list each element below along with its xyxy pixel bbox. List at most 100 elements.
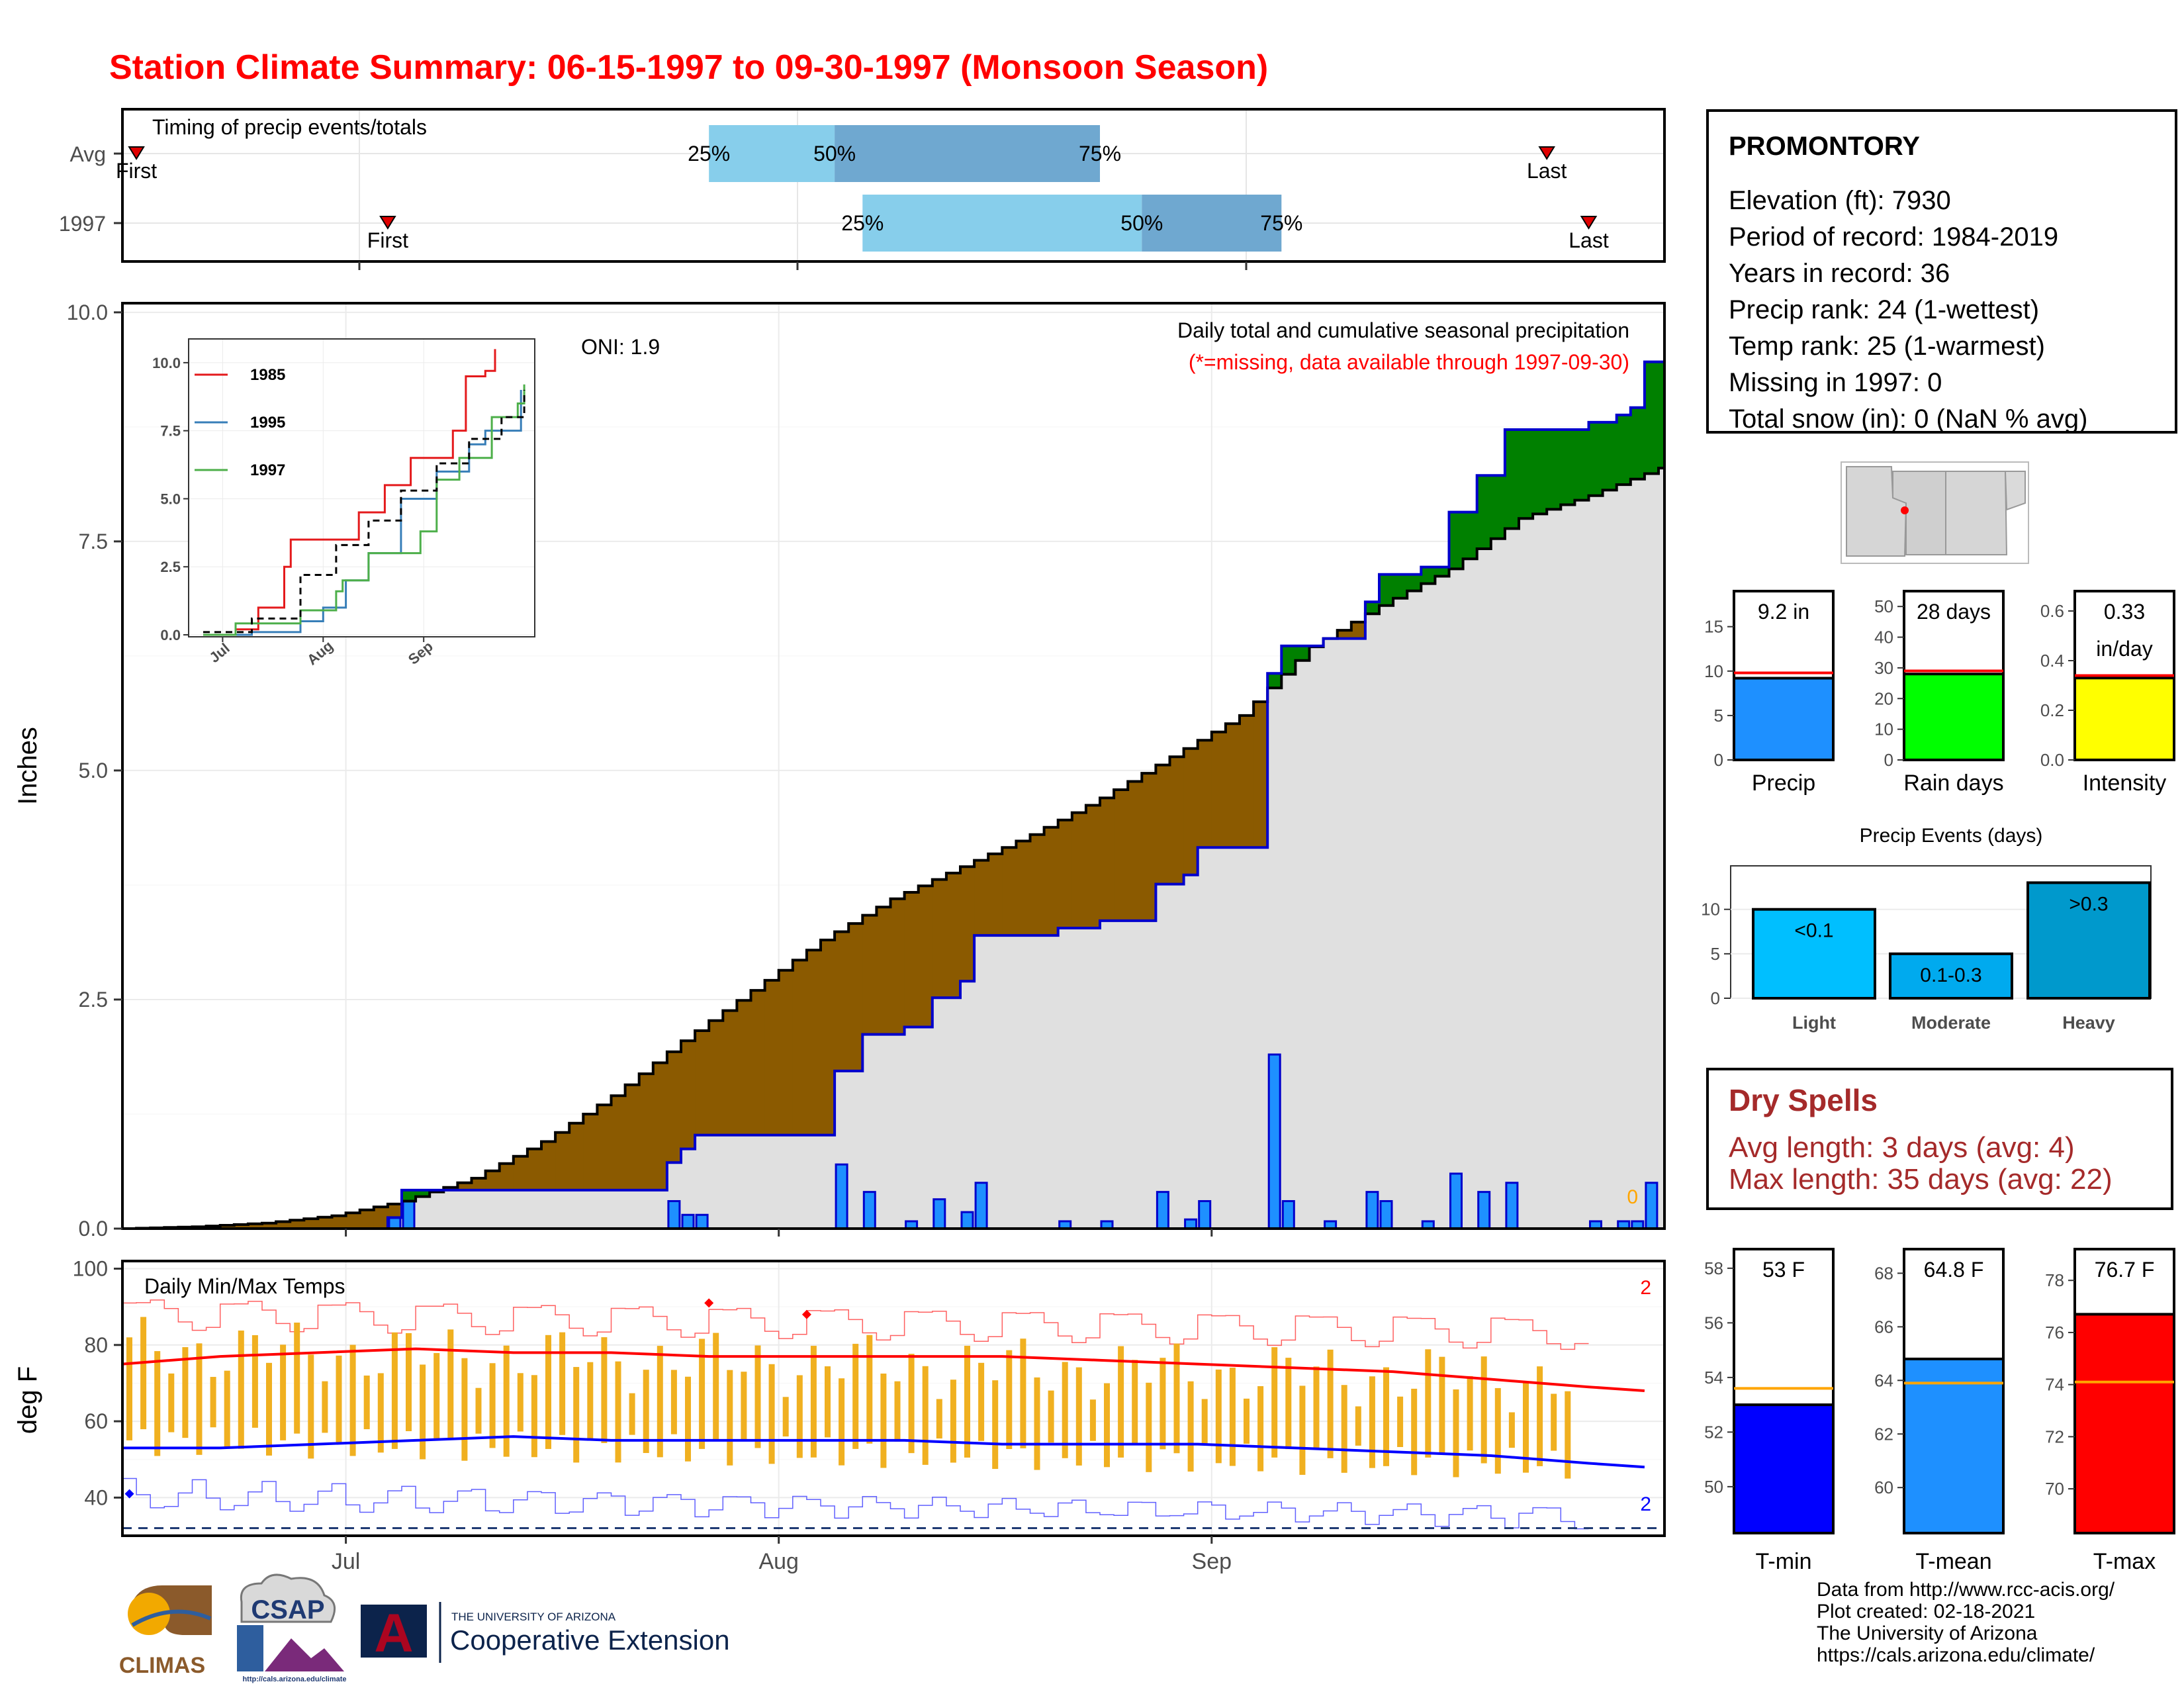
timing-pct-50: 50% <box>1120 211 1163 235</box>
record-high-count: 2 <box>1640 1277 1651 1299</box>
svg-text:CLIMAS: CLIMAS <box>119 1653 205 1678</box>
timing-first-marker <box>379 216 396 230</box>
daily-temp-bar <box>657 1346 663 1458</box>
daily-temp-bar <box>782 1397 789 1437</box>
events-x-label: Heavy <box>2062 1013 2115 1033</box>
timing-last-label: Last <box>1527 159 1567 183</box>
record-low-count: 2 <box>1640 1493 1651 1515</box>
station-info-box: PROMONTORY Elevation (ft): 7930 Period o… <box>1706 109 2177 434</box>
inset-avg-line <box>203 390 525 633</box>
daily-precip-bar <box>974 1182 988 1229</box>
deficit-segment <box>723 1010 737 1135</box>
deficit-segment <box>1225 724 1240 848</box>
location-map <box>1841 461 2029 564</box>
summary-y-tick-label: 20 <box>1874 688 1893 708</box>
events-bar-heavy <box>2026 881 2151 1000</box>
deficit-segment <box>988 853 1003 936</box>
summary-bar-value-label: 0.33 <box>2104 600 2145 624</box>
deficit-segment <box>751 990 766 1135</box>
deficit-segment <box>1030 834 1045 936</box>
deficit-segment <box>1240 715 1254 848</box>
daily-temp-bar <box>182 1347 189 1438</box>
daily-precip-bar <box>1267 1053 1281 1229</box>
daily-precip-bar <box>1589 1220 1602 1229</box>
temp-bar-y-tick-label: 70 <box>2045 1479 2064 1499</box>
temp-bar-T-mean <box>1903 1357 2005 1535</box>
inset-legend-label: 1985 <box>250 366 285 384</box>
summary-bar-Intensity <box>2073 677 2175 761</box>
surplus-segment <box>1379 574 1394 606</box>
dry-spells-title: Dry Spells <box>1729 1083 1878 1117</box>
surplus-segment <box>1393 574 1408 598</box>
daily-temp-bar <box>461 1358 468 1461</box>
daily-temp-bar <box>852 1344 859 1449</box>
daily-temp-bar <box>517 1373 523 1432</box>
svg-text:CSAP: CSAP <box>251 1595 324 1624</box>
events-y-tick-label: 10 <box>1701 900 1720 919</box>
record-low-marker <box>124 1489 134 1499</box>
precip-panel: 0.0 2.5 5.0 7.5 10.0 Inches ONI: 1.9 Daily t… <box>13 301 1666 1241</box>
deficit-segment <box>318 1217 332 1229</box>
summary-y-tick-label: 10 <box>1874 720 1893 739</box>
deficit-segment <box>876 907 891 1035</box>
daily-temp-bar <box>1285 1358 1292 1450</box>
credit-plot-created: Plot created: 02-18-2021 <box>1817 1601 2036 1622</box>
surplus-segment <box>1574 430 1589 500</box>
summary-y-tick-label: 0 <box>1884 750 1893 770</box>
y-tick-label: 60 <box>84 1409 108 1433</box>
deficit-segment <box>764 980 780 1135</box>
deficit-segment <box>904 892 919 1027</box>
deficit-segment <box>597 1105 612 1190</box>
temp-panel: 40 60 80 100 Daily Min/Max Temps deg F 2 2 <box>13 1257 1666 1537</box>
climas-logo: CLIMAS <box>113 1582 212 1678</box>
daily-precip-bar <box>1324 1220 1338 1229</box>
events-bar-label: >0.3 <box>2069 893 2108 915</box>
deficit-segment <box>527 1149 542 1190</box>
temp-label: Daily Min/Max Temps <box>144 1274 345 1298</box>
precip-subtitle: Daily total and cumulative seasonal prec… <box>1177 318 1629 342</box>
summary-bar-Precip <box>1733 677 1835 762</box>
events-title: Precip Events (days) <box>1860 825 2043 847</box>
daily-temp-bar <box>1508 1412 1515 1448</box>
daily-temp-bar <box>1257 1386 1264 1472</box>
timing-label: Timing of precip events/totals <box>152 115 427 139</box>
daily-temp-bar <box>670 1370 677 1434</box>
daily-temp-bar <box>154 1351 161 1456</box>
y-tick-label: 40 <box>84 1485 108 1509</box>
daily-temp-bar <box>908 1354 915 1454</box>
station-elevation: Elevation (ft): 7930 <box>1729 186 1951 215</box>
deficit-segment <box>1128 781 1142 921</box>
surplus-segment <box>1588 422 1604 496</box>
deficit-segment <box>1197 740 1212 848</box>
timing-first-marker <box>128 146 145 160</box>
daily-temp-bar <box>1439 1356 1445 1454</box>
deficit-segment <box>890 898 905 1035</box>
daily-temp-bar <box>699 1338 705 1449</box>
daily-temp-bar <box>741 1372 747 1441</box>
station-marker <box>1901 506 1909 514</box>
daily-temp-bar <box>1355 1406 1361 1446</box>
missing-note: (*=missing, data available through 1997-… <box>1189 350 1629 374</box>
daily-temp-bar <box>280 1344 287 1440</box>
daily-precip-bar <box>960 1211 974 1229</box>
daily-temp-bar <box>266 1362 272 1456</box>
daily-temp-bar <box>643 1370 649 1454</box>
missing-count: 0 <box>1627 1186 1638 1208</box>
surplus-segment <box>1463 512 1478 559</box>
y-tick-label: 5.0 <box>79 759 108 782</box>
daily-precip-bar <box>933 1198 946 1229</box>
credit-url: https://cals.arizona.edu/climate/ <box>1817 1644 2095 1666</box>
deficit-segment <box>1058 820 1073 928</box>
daily-temp-bar <box>294 1323 300 1434</box>
daily-precip-bar <box>862 1191 876 1229</box>
deficit-segment <box>304 1219 318 1229</box>
deficit-segment <box>499 1163 514 1190</box>
temp-bar-y-tick-label: 58 <box>1704 1258 1723 1278</box>
surplus-segment <box>1630 407 1645 479</box>
deficit-segment <box>569 1123 584 1190</box>
daily-temp-bar <box>573 1367 580 1463</box>
daily-temp-bar <box>1075 1367 1082 1466</box>
deficit-segment <box>918 886 933 1027</box>
x-axis: Jul Aug Sep <box>332 1229 1232 1574</box>
station-period: Period of record: 1984-2019 <box>1729 222 2059 252</box>
